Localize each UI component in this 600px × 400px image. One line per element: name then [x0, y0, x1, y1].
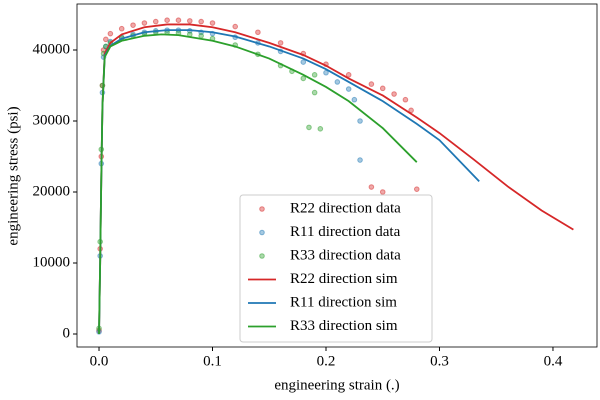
legend-label: R22 direction data: [290, 200, 401, 216]
data-point: [300, 59, 307, 65]
y-tick-label: 20000: [33, 183, 71, 199]
data-point: [141, 20, 148, 26]
data-point: [232, 23, 239, 30]
x-tick-label: 0.2: [317, 353, 336, 369]
data-point: [311, 72, 318, 78]
data-point: [379, 85, 386, 92]
data-point: [255, 29, 261, 36]
data-point: [118, 25, 125, 32]
data-point: [175, 17, 182, 23]
x-tick-label: 0.0: [90, 353, 109, 369]
y-tick-label: 10000: [33, 254, 71, 270]
y-tick-label: 0: [63, 325, 71, 341]
x-tick-label: 0.3: [430, 353, 449, 369]
data-point: [351, 96, 358, 103]
data-point: [198, 18, 204, 25]
data-point: [306, 124, 312, 131]
legend-label: R33 direction sim: [290, 318, 398, 334]
data-point: [402, 96, 409, 103]
legend-label: R11 direction sim: [290, 294, 397, 310]
legend-swatch: [259, 229, 265, 236]
data-point: [413, 186, 420, 192]
data-point: [300, 75, 307, 82]
data-point: [357, 157, 363, 163]
data-point: [334, 79, 341, 85]
data-point: [198, 33, 204, 39]
data-point: [103, 36, 109, 43]
sim-line: [98, 33, 418, 335]
x-tick-label: 0.4: [544, 353, 563, 369]
legend-box: [239, 194, 433, 343]
y-tick-label: 30000: [33, 112, 71, 128]
data-point: [368, 184, 375, 190]
plot-area: [96, 17, 574, 335]
data-point: [164, 17, 170, 23]
data-point: [277, 40, 284, 46]
legend-label: R22 direction sim: [290, 271, 398, 287]
legend-swatch: [259, 253, 265, 259]
data-point: [357, 118, 363, 124]
data-point: [323, 69, 329, 76]
x-tick-label: 0.1: [203, 353, 222, 369]
data-point: [391, 91, 397, 97]
data-point: [107, 30, 114, 37]
data-point: [379, 189, 386, 195]
data-point: [152, 18, 159, 25]
data-point: [345, 72, 352, 78]
data-point: [130, 22, 136, 28]
legend-swatch: [259, 206, 265, 212]
y-tick-label: 40000: [33, 41, 71, 57]
data-point: [345, 86, 352, 92]
legend-label: R33 direction data: [290, 247, 401, 263]
legend-label: R11 direction data: [290, 224, 401, 240]
plot-frame: [76, 3, 598, 348]
data-point: [317, 126, 324, 132]
x-axis-label: engineering strain (.): [274, 377, 399, 393]
data-point: [187, 18, 193, 24]
data-point: [368, 81, 375, 87]
data-point: [209, 20, 216, 26]
y-axis-label: engineering stress (psi): [5, 106, 21, 245]
data-point: [408, 107, 414, 114]
data-point: [311, 89, 318, 96]
